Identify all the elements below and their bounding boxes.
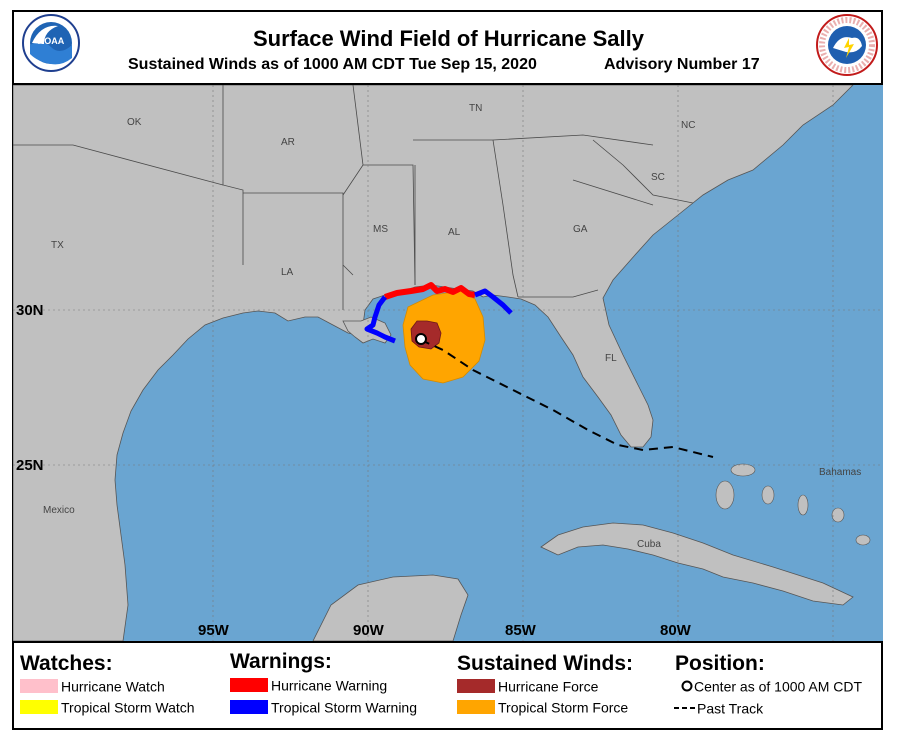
map-subtitle: Sustained Winds as of 1000 AM CDT Tue Se… <box>128 56 537 73</box>
legend-ts-watch: Tropical Storm Watch <box>20 698 195 716</box>
past-track-label: Past Track <box>697 700 764 717</box>
legend-center: Center as of 1000 AM CDT <box>680 677 863 695</box>
nws-logo <box>816 14 878 76</box>
lat-label-30n: 30N <box>16 302 44 319</box>
hurricane-watch-swatch <box>20 679 58 694</box>
hurricane-force-label: Hurricane Force <box>498 678 599 695</box>
country-label-bahamas: Bahamas <box>819 467 861 478</box>
state-borders <box>13 85 694 310</box>
noaa-logo: NOAA <box>22 14 80 72</box>
state-label-ga: GA <box>573 224 588 235</box>
country-label-mexico: Mexico <box>43 505 75 516</box>
state-label-ok: OK <box>127 117 142 128</box>
legend-hurricane-force: Hurricane Force <box>457 677 599 695</box>
state-label-tx: TX <box>51 240 64 251</box>
state-label-ar: AR <box>281 137 295 148</box>
lon-label-85w: 85W <box>505 622 537 639</box>
noaa-logo-text: NOAA <box>38 36 65 46</box>
legend-past-track: Past Track <box>673 699 764 717</box>
state-label-la: LA <box>281 267 294 278</box>
past-track-icon <box>674 707 696 710</box>
ts-warning-coast-east <box>474 288 513 315</box>
ts-warning-coast-west <box>364 295 396 344</box>
state-label-sc: SC <box>651 172 665 183</box>
past-track <box>420 339 714 458</box>
ts-warning-label: Tropical Storm Warning <box>271 699 418 716</box>
legend-ts-force: Tropical Storm Force <box>457 698 629 716</box>
hurricane-warning-coast <box>384 282 476 300</box>
cuba <box>540 522 854 606</box>
map-title: Surface Wind Field of Hurricane Sally <box>252 26 644 51</box>
bahamas-islands <box>715 463 871 546</box>
legend-ts-warning: Tropical Storm Warning <box>230 698 418 716</box>
ts-force-swatch <box>457 700 495 715</box>
ts-force-label: Tropical Storm Force <box>498 699 629 716</box>
legend-position-title: Position: <box>675 652 765 675</box>
lat-label-25n: 25N <box>16 457 44 474</box>
ts-watch-label: Tropical Storm Watch <box>61 699 195 716</box>
wind-field-map: OK AR TN NC SC TX MS AL GA LA FL Mexico … <box>13 83 883 643</box>
legend-watches-title: Watches: <box>20 652 113 675</box>
lon-label-90w: 90W <box>353 622 385 639</box>
legend-hurricane-warning: Hurricane Warning <box>230 676 388 694</box>
state-label-fl: FL <box>605 353 617 364</box>
state-labels: OK AR TN NC SC TX MS AL GA LA FL <box>51 103 695 364</box>
state-label-nc: NC <box>681 120 695 131</box>
yucatan <box>312 574 469 641</box>
state-label-al: AL <box>448 227 461 238</box>
lon-label-95w: 95W <box>198 622 230 639</box>
hurricane-watch-label: Hurricane Watch <box>61 678 165 695</box>
hurricane-warning-label: Hurricane Warning <box>271 677 388 694</box>
center-marker-icon <box>681 680 693 692</box>
legend-winds-title: Sustained Winds: <box>457 652 633 675</box>
state-label-ms: MS <box>373 224 388 235</box>
legend-warnings-title: Warnings: <box>230 650 332 673</box>
lon-label-80w: 80W <box>660 622 692 639</box>
legend-hurricane-watch: Hurricane Watch <box>20 677 165 695</box>
center-label: Center as of 1000 AM CDT <box>694 678 863 695</box>
state-label-tn: TN <box>469 103 482 114</box>
storm-center-marker <box>415 333 427 345</box>
ts-warning-swatch <box>230 700 268 715</box>
hurricane-warning-swatch <box>230 678 268 693</box>
ts-watch-swatch <box>20 700 58 715</box>
hurricane-force-swatch <box>457 679 495 694</box>
country-label-cuba: Cuba <box>637 539 661 550</box>
advisory-number: Advisory Number 17 <box>604 56 760 73</box>
